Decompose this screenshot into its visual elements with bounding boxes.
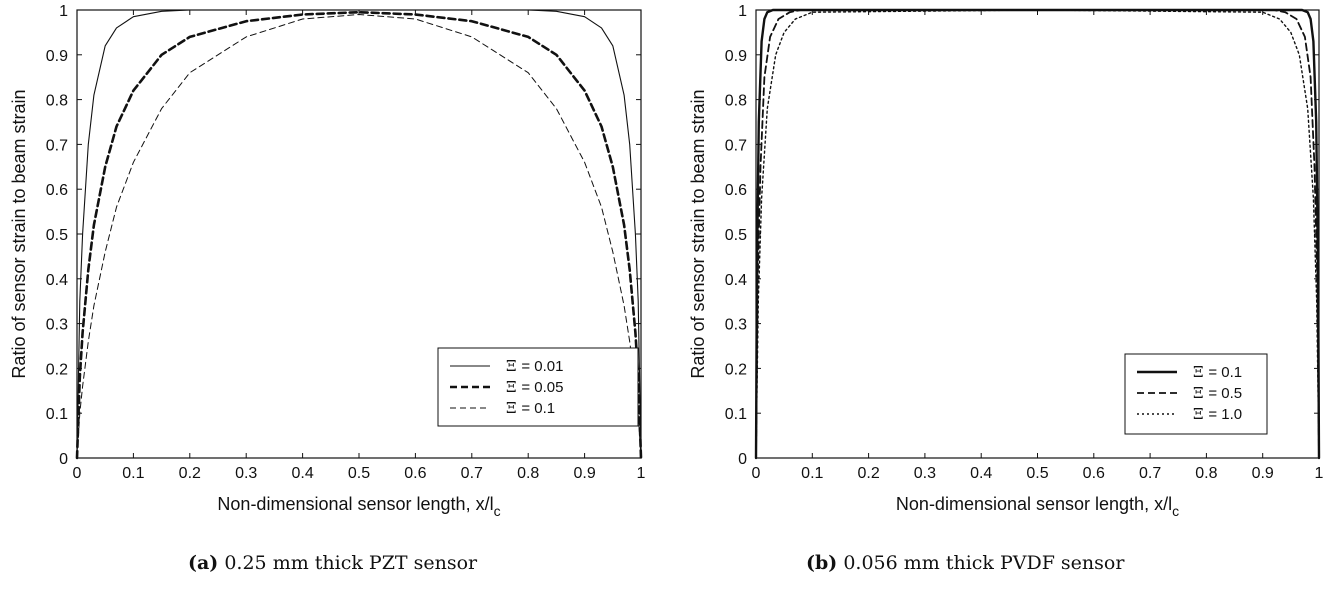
y-tick-label: 0.4 bbox=[46, 272, 68, 289]
x-tick-label: 0.4 bbox=[291, 465, 313, 482]
x-axis-label: Non-dimensional sensor length, x/lc bbox=[217, 494, 500, 519]
y-tick-label: 0.6 bbox=[46, 182, 68, 199]
legend-label-2: Ξ = 0.1 bbox=[506, 399, 555, 417]
y-tick-label: 0.7 bbox=[725, 137, 747, 154]
figure-canvas: 0 0.1 0.2 0.3 0.4 0.5 0.6 0.7 0.8 0.9 1 0 0.1 0.2 0.3 0… bbox=[9, 3, 1324, 519]
legend-symbol: Ξ bbox=[506, 357, 521, 375]
x-tick-label: 0.5 bbox=[348, 465, 370, 482]
caption-a-text: 0.25 mm thick PZT sensor bbox=[224, 552, 478, 574]
series-line-2 bbox=[76, 14, 642, 459]
legend-box bbox=[1124, 353, 1268, 435]
legend-label-0: Ξ = 0.1 bbox=[1193, 363, 1242, 381]
legend-symbol: Ξ bbox=[1193, 405, 1208, 423]
y-axis-label: Ratio of sensor strain to beam strain bbox=[9, 89, 29, 378]
x-tick-label: 1 bbox=[637, 465, 646, 482]
caption-b: (b) 0.056 mm thick PVDF sensor bbox=[806, 552, 1124, 574]
y-tick-label: 0 bbox=[59, 451, 68, 468]
x-tick-label: 0.8 bbox=[1195, 465, 1217, 482]
x-axis-label: Non-dimensional sensor length, x/lc bbox=[896, 494, 1179, 519]
x-tick-label: 0 bbox=[752, 465, 761, 482]
y-tick-label: 0.2 bbox=[725, 361, 747, 378]
x-tick-label: 0.3 bbox=[235, 465, 257, 482]
x-tick-label: 0 bbox=[73, 465, 82, 482]
series-line-0 bbox=[76, 9, 642, 459]
x-tick-label: 0.5 bbox=[1026, 465, 1048, 482]
legend-value: = 0.5 bbox=[1208, 385, 1242, 402]
x-tick-label: 0.4 bbox=[970, 465, 992, 482]
x-tick-label: 0.8 bbox=[517, 465, 539, 482]
legend-value: = 0.05 bbox=[521, 379, 563, 396]
y-tick-label: 0 bbox=[738, 451, 747, 468]
caption-b-text: 0.056 mm thick PVDF sensor bbox=[843, 552, 1125, 574]
legend-label-1: Ξ = 0.05 bbox=[506, 378, 563, 396]
x-tick-label: 0.2 bbox=[857, 465, 879, 482]
legend-box bbox=[437, 347, 639, 427]
legend-label-1: Ξ = 0.5 bbox=[1193, 384, 1242, 402]
legend-label-2: Ξ = 1.0 bbox=[1193, 405, 1242, 423]
y-tick-label: 0.2 bbox=[46, 361, 68, 378]
series-line-2 bbox=[755, 9, 1320, 459]
x-axis-label-subscript: c bbox=[1172, 503, 1179, 519]
y-tick-label: 0.5 bbox=[725, 227, 747, 244]
x-tick-label: 0.7 bbox=[1139, 465, 1161, 482]
legend-value: = 0.01 bbox=[521, 358, 563, 375]
x-tick-label: 1 bbox=[1315, 465, 1324, 482]
y-tick-label: 0.1 bbox=[46, 406, 68, 423]
series-line-0 bbox=[754, 8, 1321, 460]
y-tick-label: 0.3 bbox=[725, 317, 747, 334]
x-tick-label: 0.7 bbox=[461, 465, 483, 482]
x-tick-label: 0.1 bbox=[122, 465, 144, 482]
y-tick-label: 1 bbox=[59, 3, 68, 20]
x-axis-label-subscript: c bbox=[494, 503, 501, 519]
legend-value: = 0.1 bbox=[521, 400, 555, 417]
x-tick-label: 0.1 bbox=[801, 465, 823, 482]
y-tick-label: 0.6 bbox=[725, 182, 747, 199]
legend: Ξ = 0.01Ξ = 0.05Ξ = 0.1 bbox=[437, 347, 639, 427]
x-tick-label: 0.2 bbox=[179, 465, 201, 482]
x-tick-label: 0.9 bbox=[573, 465, 595, 482]
legend-symbol: Ξ bbox=[1193, 363, 1208, 381]
y-tick-label: 0.4 bbox=[725, 272, 747, 289]
x-tick-label: 0.9 bbox=[1252, 465, 1274, 482]
x-tick-label: 0.6 bbox=[1083, 465, 1105, 482]
y-axis-label: Ratio of sensor strain to beam strain bbox=[688, 89, 708, 378]
legend-symbol: Ξ bbox=[506, 378, 521, 396]
y-tick-label: 0.8 bbox=[46, 93, 68, 110]
y-tick-label: 0.5 bbox=[46, 227, 68, 244]
x-tick-label: 0.3 bbox=[914, 465, 936, 482]
legend-symbol: Ξ bbox=[1193, 384, 1208, 402]
legend-value: = 1.0 bbox=[1208, 406, 1242, 423]
y-tick-label: 1 bbox=[738, 3, 747, 20]
y-tick-label: 0.1 bbox=[725, 406, 747, 423]
chart-panel-0: 0 0.1 0.2 0.3 0.4 0.5 0.6 0.7 0.8 0.9 1 0 0.1 0.2 0.3 0… bbox=[9, 3, 646, 519]
legend-label-0: Ξ = 0.01 bbox=[506, 357, 563, 375]
caption-b-tag: (b) bbox=[806, 552, 838, 574]
caption-a: (a) 0.25 mm thick PZT sensor bbox=[188, 552, 477, 574]
x-tick-label: 0.6 bbox=[404, 465, 426, 482]
legend: Ξ = 0.1Ξ = 0.5Ξ = 1.0 bbox=[1124, 353, 1268, 435]
chart-panel-1: 0 0.1 0.2 0.3 0.4 0.5 0.6 0.7 0.8 0.9 1 0 0.1 0.2 0.3 0… bbox=[688, 3, 1324, 519]
y-tick-label: 0.3 bbox=[46, 317, 68, 334]
legend-symbol: Ξ bbox=[506, 399, 521, 417]
y-tick-label: 0.8 bbox=[725, 93, 747, 110]
caption-a-tag: (a) bbox=[188, 552, 219, 574]
series-line-1 bbox=[75, 10, 643, 460]
legend-value: = 0.1 bbox=[1208, 364, 1242, 381]
y-tick-label: 0.9 bbox=[46, 48, 68, 65]
y-tick-label: 0.9 bbox=[725, 48, 747, 65]
y-tick-label: 0.7 bbox=[46, 137, 68, 154]
